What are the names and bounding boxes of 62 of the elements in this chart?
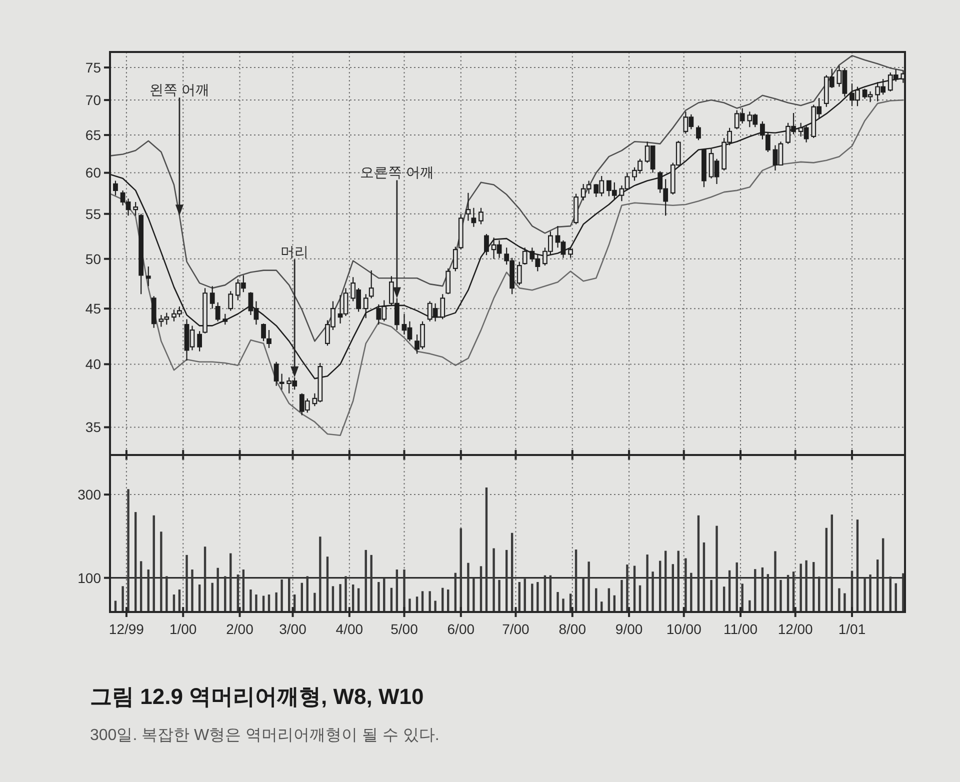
candlestick [368,270,374,299]
x-tick-label: 3/00 [279,621,307,637]
x-tick-label: 10/00 [666,621,702,637]
x-tick-label: 2/00 [226,621,254,637]
candlestick [279,373,284,390]
candlestick [446,268,451,295]
x-tick-label: 1/00 [169,621,197,637]
candlestick [266,330,272,349]
y-tick-label: 55 [85,206,102,222]
candlestick [274,361,279,386]
candlestick [151,296,156,328]
x-tick-label: 12/99 [108,621,144,637]
candlestick [702,148,706,188]
candlestick [696,125,701,141]
candlestick [440,294,446,320]
candlestick [522,247,528,266]
y-tick-label: 60 [85,164,102,181]
annotation: 오른쪽 어깨 [360,164,434,180]
y-tick-label: 35 [85,419,102,436]
candlestick [466,192,471,222]
candlestick [484,233,489,256]
candlestick [478,207,484,225]
y-tick-label: 65 [85,126,102,143]
candlestick [261,322,266,342]
x-tick-label: 7/00 [502,621,530,637]
candlestick [215,302,220,322]
y-tick-label: 70 [85,92,102,108]
annotation: 머리 [280,243,309,260]
candlestick [363,294,368,319]
y-tick-label: 45 [85,300,102,316]
y-tick-label: 100 [78,570,102,586]
candlestick [452,246,458,272]
candlestick [113,180,118,196]
y-tick-label: 50 [85,250,102,267]
candlestick [146,266,151,287]
x-tick-label: 6/00 [447,621,475,637]
x-tick-label: 12/00 [778,621,814,637]
y-tick-label: 40 [85,356,102,372]
x-tick-label: 8/00 [558,621,586,637]
candlestick [222,313,228,326]
x-tick-label: 1/01 [838,621,866,637]
annotation: 왼쪽 어깨 [150,82,210,98]
candlestick [568,247,573,258]
line-series [109,55,904,342]
candlestick [516,261,522,286]
x-tick-label: 5/00 [390,621,418,637]
x-tick-label: 4/00 [336,621,364,637]
x-tick-label: 11/00 [724,621,758,637]
candlestick [197,330,202,352]
candlestick [133,201,138,216]
candlestick [202,288,208,334]
candlestick [574,193,578,225]
candlestick [210,286,215,310]
y-tick-label: 300 [78,486,102,502]
candlestick [471,207,476,228]
text: 그림 12.9 역머리어깨형, W8, W10 [90,684,424,709]
candlestick [458,213,464,250]
candlestick [228,290,234,312]
candlestick [138,213,144,295]
text: 300일. 복잡한 W형은 역머리어깨형이 될 수 있다. [90,727,440,744]
y-tick-label: 75 [85,59,102,76]
x-tick-label: 9/00 [615,621,643,637]
